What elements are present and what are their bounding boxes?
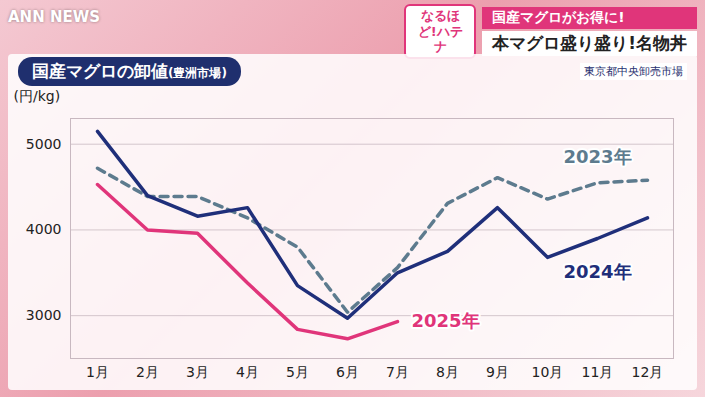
- svg-text:5月: 5月: [286, 364, 309, 380]
- svg-text:6月: 6月: [336, 364, 359, 380]
- html-text:本マグロ盛り盛り!名物丼: 本マグロ盛り盛り!名物丼: [492, 32, 687, 53]
- html-text:国産マグロの卸値(豊洲市場): 国産マグロの卸値(豊洲市場): [32, 60, 227, 81]
- svg-text:11月: 11月: [582, 364, 614, 380]
- html-text:国産マグロがお得に!: 国産マグロがお得に!: [492, 8, 625, 25]
- svg-text:2月: 2月: [136, 364, 159, 380]
- svg-text:4月: 4月: [236, 364, 259, 380]
- svg-text:(円/kg): (円/kg): [14, 88, 61, 104]
- svg-text:10月: 10月: [532, 364, 564, 380]
- svg-text:3000: 3000: [26, 307, 62, 323]
- svg-text:1月: 1月: [86, 364, 109, 380]
- svg-text:7月: 7月: [386, 364, 409, 380]
- svg-text:4000: 4000: [26, 221, 62, 237]
- html-text:東京都中央卸売市場: 東京都中央卸売市場: [584, 64, 683, 78]
- svg-text:2025年: 2025年: [412, 310, 480, 331]
- svg-text:2024年: 2024年: [563, 261, 631, 282]
- svg-text:2023年: 2023年: [563, 146, 631, 167]
- svg-text:5000: 5000: [26, 136, 62, 152]
- html-text:なるほど!ハテナ: なるほど!ハテナ: [417, 8, 463, 55]
- svg-text:12月: 12月: [632, 364, 664, 380]
- html-text:ANN NEWS: ANN NEWS: [8, 8, 101, 26]
- svg-text:8月: 8月: [436, 364, 459, 380]
- svg-text:9月: 9月: [486, 364, 509, 380]
- svg-text:3月: 3月: [186, 364, 209, 380]
